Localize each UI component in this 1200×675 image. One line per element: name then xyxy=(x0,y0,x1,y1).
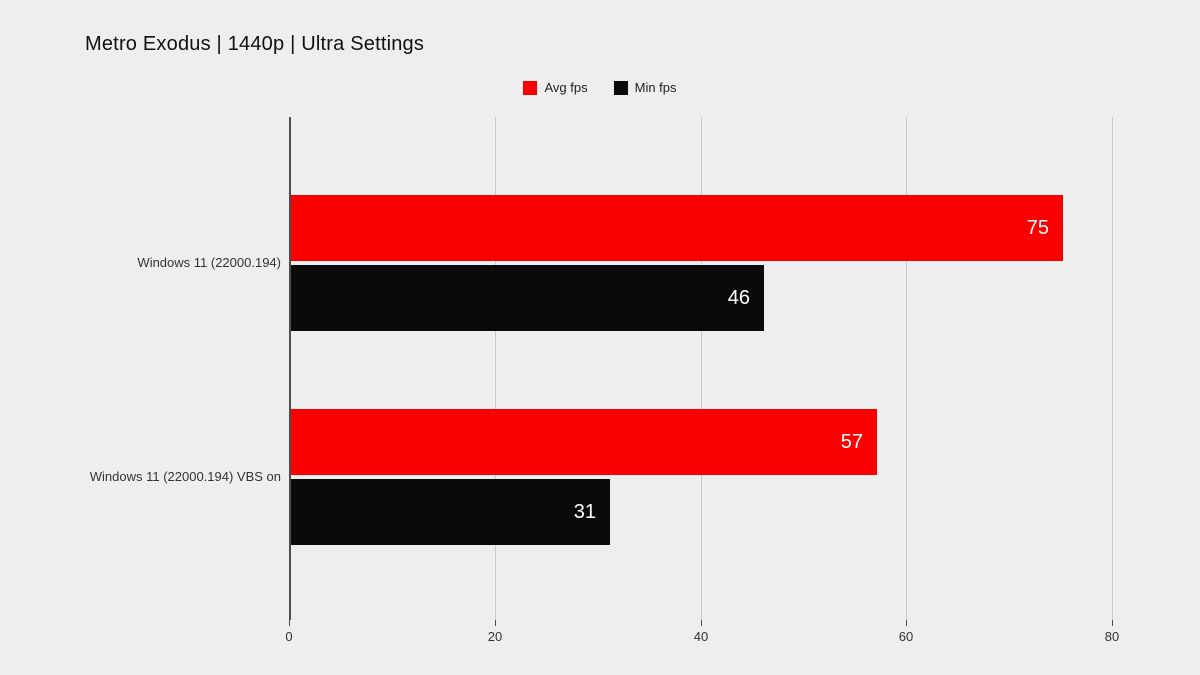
legend-item-min-fps: Min fps xyxy=(613,80,677,95)
plot-area: 0 20 40 60 80 Windows 11 (22000.194) 75 46 Windo… xyxy=(90,117,1140,644)
bar-value-label: 57 xyxy=(840,430,863,453)
x-axis-tick-0 xyxy=(289,620,290,626)
gridline-80 xyxy=(1112,117,1113,620)
x-axis-tick-80 xyxy=(1112,620,1113,626)
x-axis-tick-20 xyxy=(495,620,496,626)
x-axis-tick-label: 60 xyxy=(898,629,914,644)
y-axis-line xyxy=(289,117,291,620)
bar-value-label: 46 xyxy=(727,286,750,309)
x-axis-tick-60 xyxy=(906,620,907,626)
category-label: Windows 11 (22000.194) VBS on xyxy=(89,469,281,484)
category-label: Windows 11 (22000.194) xyxy=(137,255,281,270)
bar-min-fps: 31 xyxy=(291,479,610,545)
legend-swatch-avg-fps xyxy=(523,80,538,95)
x-axis-tick-label: 20 xyxy=(487,629,503,644)
x-axis-tick-label: 0 xyxy=(285,629,293,644)
gridline-40 xyxy=(701,117,702,620)
x-axis-tick-label: 40 xyxy=(693,629,709,644)
legend-label: Min fps xyxy=(634,80,677,95)
legend-swatch-min-fps xyxy=(613,80,628,95)
x-axis-tick-40 xyxy=(701,620,702,626)
bar-avg-fps: 75 xyxy=(291,195,1063,261)
x-axis-tick-label: 80 xyxy=(1104,629,1120,644)
legend-item-avg-fps: Avg fps xyxy=(523,80,588,95)
bar-value-label: 75 xyxy=(1026,216,1049,239)
bar-avg-fps: 57 xyxy=(291,409,877,475)
chart-title: Metro Exodus | 1440p | Ultra Settings xyxy=(85,33,425,55)
bar-min-fps: 46 xyxy=(291,265,764,331)
legend-label: Avg fps xyxy=(544,80,588,95)
legend: Avg fps Min fps xyxy=(0,80,1200,95)
gridline-60 xyxy=(906,117,907,620)
bar-value-label: 31 xyxy=(573,500,596,523)
gridline-20 xyxy=(495,117,496,620)
